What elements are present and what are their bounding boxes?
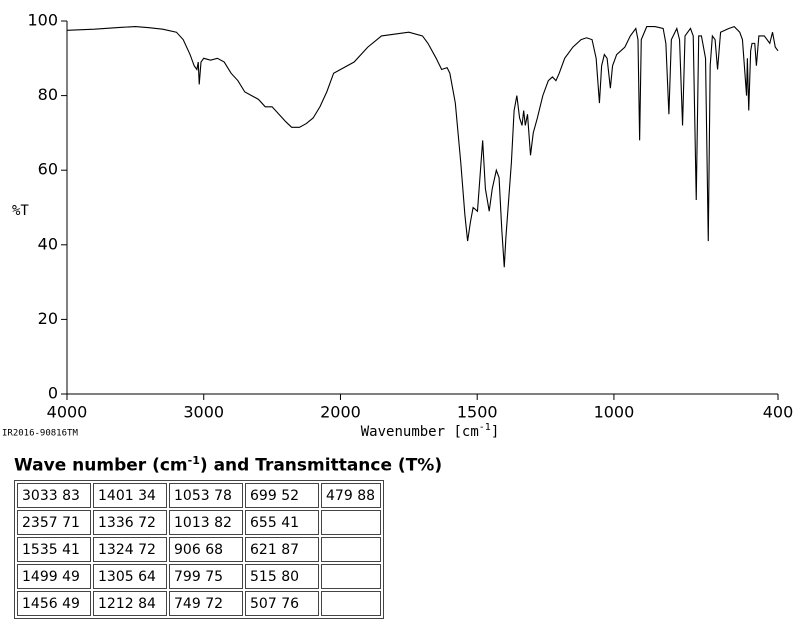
table-cell: 3033 83	[17, 483, 91, 508]
table-cell	[321, 510, 381, 535]
transmittance: 41	[281, 514, 300, 531]
x-tick-label: 2000	[320, 403, 361, 422]
table-cell: 799 75	[169, 564, 243, 589]
wavenumber: 799	[174, 568, 201, 585]
spectrum-line	[66, 25, 779, 268]
x-tick-label: 1000	[594, 403, 635, 422]
table-cell	[321, 537, 381, 562]
table-cell: 1456 49	[17, 591, 91, 616]
wavenumber: 699	[250, 487, 277, 504]
y-tick-label: 80	[38, 85, 58, 104]
transmittance: 80	[281, 568, 300, 585]
y-tick-label: 0	[48, 384, 58, 403]
x-tick-label: 4000	[47, 403, 88, 422]
transmittance: 72	[205, 595, 224, 612]
table-title-text: Wave number (cm	[14, 455, 188, 476]
table-cell: 479 88	[321, 483, 381, 508]
wavenumber: 1305	[98, 568, 134, 585]
table-cell: 655 41	[245, 510, 319, 535]
wavenumber: 1336	[98, 514, 134, 531]
wavenumber: 479	[326, 487, 353, 504]
transmittance: 87	[281, 541, 300, 558]
wavenumber: 749	[174, 595, 201, 612]
table-title-sup: -1	[187, 454, 200, 467]
table-row: 1535 41 1324 72 906 68 621 87	[17, 537, 381, 562]
transmittance: 72	[138, 541, 156, 558]
wavenumber: 1401	[98, 487, 134, 504]
wavenumber: 1535	[22, 541, 58, 558]
transmittance: 71	[62, 514, 80, 531]
table-cell: 1053 78	[169, 483, 243, 508]
y-axis-label: %T	[12, 203, 29, 219]
transmittance: 68	[205, 541, 224, 558]
table-row: 1456 49 1212 84 749 72 507 76	[17, 591, 381, 616]
wavenumber: 3033	[22, 487, 58, 504]
table-cell: 1401 34	[93, 483, 167, 508]
y-tick-label: 20	[38, 309, 58, 328]
y-tick-label: 40	[38, 234, 58, 253]
transmittance: 78	[214, 487, 232, 504]
table-cell: 1336 72	[93, 510, 167, 535]
table-cell: 1535 41	[17, 537, 91, 562]
wavenumber: 1324	[98, 541, 134, 558]
x-axis-label-end: ]	[491, 424, 499, 440]
transmittance: 88	[357, 487, 376, 504]
x-tick-label: 400	[763, 403, 794, 422]
transmittance: 52	[281, 487, 300, 504]
wavenumber: 655	[250, 514, 277, 531]
transmittance: 83	[62, 487, 80, 504]
transmittance: 82	[214, 514, 232, 531]
y-tick-label: 100	[27, 11, 58, 30]
x-axis-label-text: Wavenumber [cm	[361, 424, 479, 440]
wavenumber: 1212	[98, 595, 134, 612]
table-title-end: ) and Transmittance (T%)	[199, 455, 443, 476]
wavenumber: 1456	[22, 595, 58, 612]
transmittance: 76	[281, 595, 300, 612]
table-cell: 515 80	[245, 564, 319, 589]
table-cell: 507 76	[245, 591, 319, 616]
table-cell	[321, 591, 381, 616]
table-row: 1499 49 1305 64 799 75 515 80	[17, 564, 381, 589]
x-axis-label-sup: -1	[479, 422, 491, 433]
transmittance: 49	[62, 595, 80, 612]
transmittance: 72	[138, 514, 156, 531]
x-axis-label: Wavenumber [cm-1]	[361, 422, 500, 440]
table-cell: 2357 71	[17, 510, 91, 535]
table-cell: 699 52	[245, 483, 319, 508]
wavenumber: 1013	[174, 514, 210, 531]
table-cell: 1013 82	[169, 510, 243, 535]
y-tick-label: 60	[38, 160, 58, 179]
table-cell: 621 87	[245, 537, 319, 562]
wavenumber: 1053	[174, 487, 210, 504]
transmittance: 75	[205, 568, 224, 585]
transmittance: 41	[62, 541, 80, 558]
table-title: Wave number (cm-1) and Transmittance (T%…	[14, 454, 442, 476]
table-cell: 906 68	[169, 537, 243, 562]
table-cell: 1305 64	[93, 564, 167, 589]
table-cell: 1499 49	[17, 564, 91, 589]
wavenumber: 515	[250, 568, 277, 585]
transmittance: 34	[138, 487, 156, 504]
wavenumber: 507	[250, 595, 277, 612]
table-cell: 1324 72	[93, 537, 167, 562]
wavenumber: 621	[250, 541, 277, 558]
wavenumber: 1499	[22, 568, 58, 585]
x-tick-label: 3000	[183, 403, 224, 422]
table-cell	[321, 564, 381, 589]
wavenumber: 906	[174, 541, 201, 558]
x-tick-label: 1500	[457, 403, 498, 422]
transmittance: 84	[138, 595, 156, 612]
table-cell: 1212 84	[93, 591, 167, 616]
table-row: 2357 71 1336 72 1013 82 655 41	[17, 510, 381, 535]
transmittance: 49	[62, 568, 80, 585]
chart: %T Wavenumber [cm-1] IR2016-90816TM 0 20 4…	[2, 11, 794, 441]
wavenumber: 2357	[22, 514, 58, 531]
footnote: IR2016-90816TM	[2, 429, 78, 439]
table-row: 3033 83 1401 34 1053 78 699 52 479 88	[17, 483, 381, 508]
peak-table: 3033 83 1401 34 1053 78 699 52 479 88 2357 71…	[14, 480, 384, 619]
transmittance: 64	[138, 568, 156, 585]
table-cell: 749 72	[169, 591, 243, 616]
